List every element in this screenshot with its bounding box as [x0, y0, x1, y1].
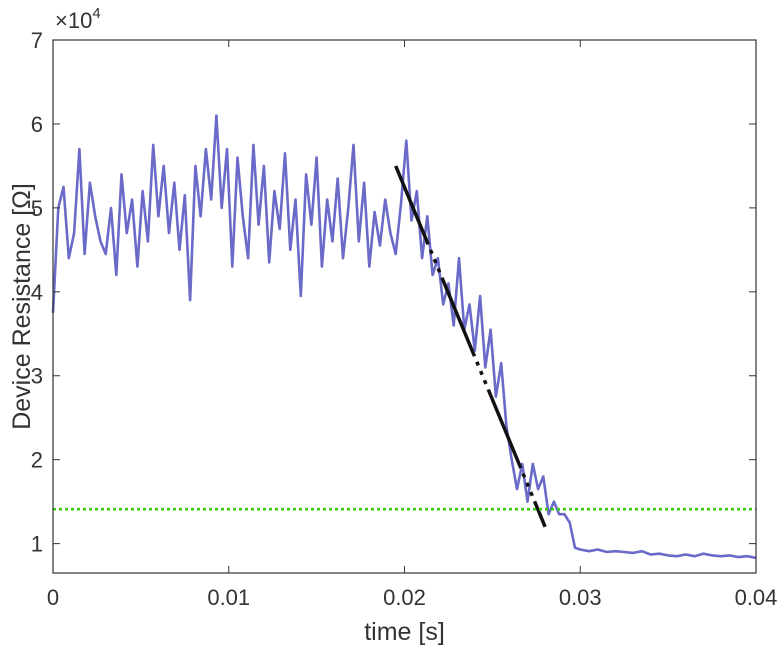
y-tick-label: 5	[31, 196, 43, 221]
x-axis-label: time [s]	[364, 618, 445, 646]
x-tick-label: 0.03	[559, 585, 602, 610]
fit-line	[394, 165, 547, 528]
x-tick-label: 0.02	[383, 585, 426, 610]
y-axis-multiplier: ×104	[55, 5, 101, 33]
y-tick-label: 4	[31, 280, 43, 305]
y-axis-multiplier-exponent: 4	[92, 5, 100, 22]
resistance-series-line	[51, 114, 757, 560]
x-tick-label: 0.01	[207, 585, 250, 610]
y-tick-label: 3	[31, 364, 43, 389]
axes-box	[52, 39, 757, 574]
y-axis-multiplier-base: ×10	[55, 8, 92, 33]
y-tick-label: 7	[31, 28, 43, 53]
y-tick-label: 2	[31, 448, 43, 473]
plot-area	[51, 114, 757, 560]
x-tick-label: 0.04	[735, 585, 778, 610]
y-tick-label: 1	[31, 532, 43, 557]
y-tick-label: 6	[31, 112, 43, 137]
axis-ticks: 0 0.01 0.02 0.03 0.04 1 2 3 4 5 6 7	[31, 28, 778, 610]
y-axis-label: Device Resistance [Ω]	[8, 183, 36, 430]
x-tick-label: 0	[47, 585, 59, 610]
